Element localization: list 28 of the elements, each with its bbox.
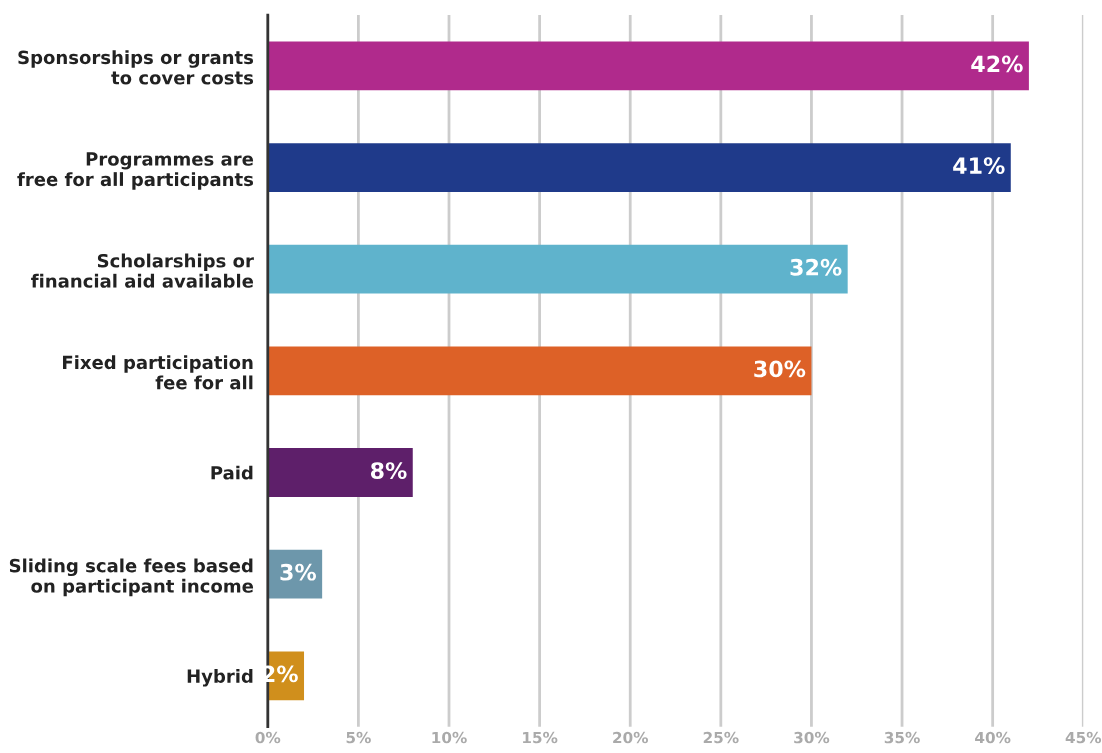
data-label: 42% <box>971 55 1023 73</box>
bar <box>267 244 848 294</box>
y-tick-label: Sponsorships or grants to cover costs <box>18 50 254 85</box>
x-tick-label: 45% <box>1065 731 1102 744</box>
bar <box>267 346 812 396</box>
x-tick-label: 10% <box>432 731 467 744</box>
y-tick-label: Scholarships or financial aid available <box>31 253 254 288</box>
y-tick-label: Paid <box>211 465 253 480</box>
x-tick-label: 40% <box>975 731 1011 744</box>
y-tick-label: Hybrid <box>187 668 253 687</box>
x-tick-label: 5% <box>346 731 371 744</box>
data-label: 30% <box>754 360 806 378</box>
data-label: 8% <box>370 462 407 479</box>
x-tick-label: 0% <box>255 731 281 744</box>
y-tick-label: Programmes are free for all participants <box>17 152 254 190</box>
x-tick-label: 20% <box>613 731 649 744</box>
data-label: 32% <box>790 258 842 276</box>
x-tick-label: 15% <box>523 731 558 744</box>
x-tick-label: 35% <box>884 731 920 744</box>
x-tick-label: 25% <box>703 731 739 744</box>
x-tick-label: 30% <box>794 731 830 744</box>
bar <box>267 143 1011 192</box>
data-label: 3% <box>280 563 317 581</box>
y-tick-label: Fixed participation fee for all <box>63 355 253 390</box>
y-tick-label: Sliding scale fees based on participant income <box>9 558 254 597</box>
bar <box>267 41 1029 91</box>
bar <box>267 448 413 497</box>
data-label: 41% <box>953 157 1005 174</box>
